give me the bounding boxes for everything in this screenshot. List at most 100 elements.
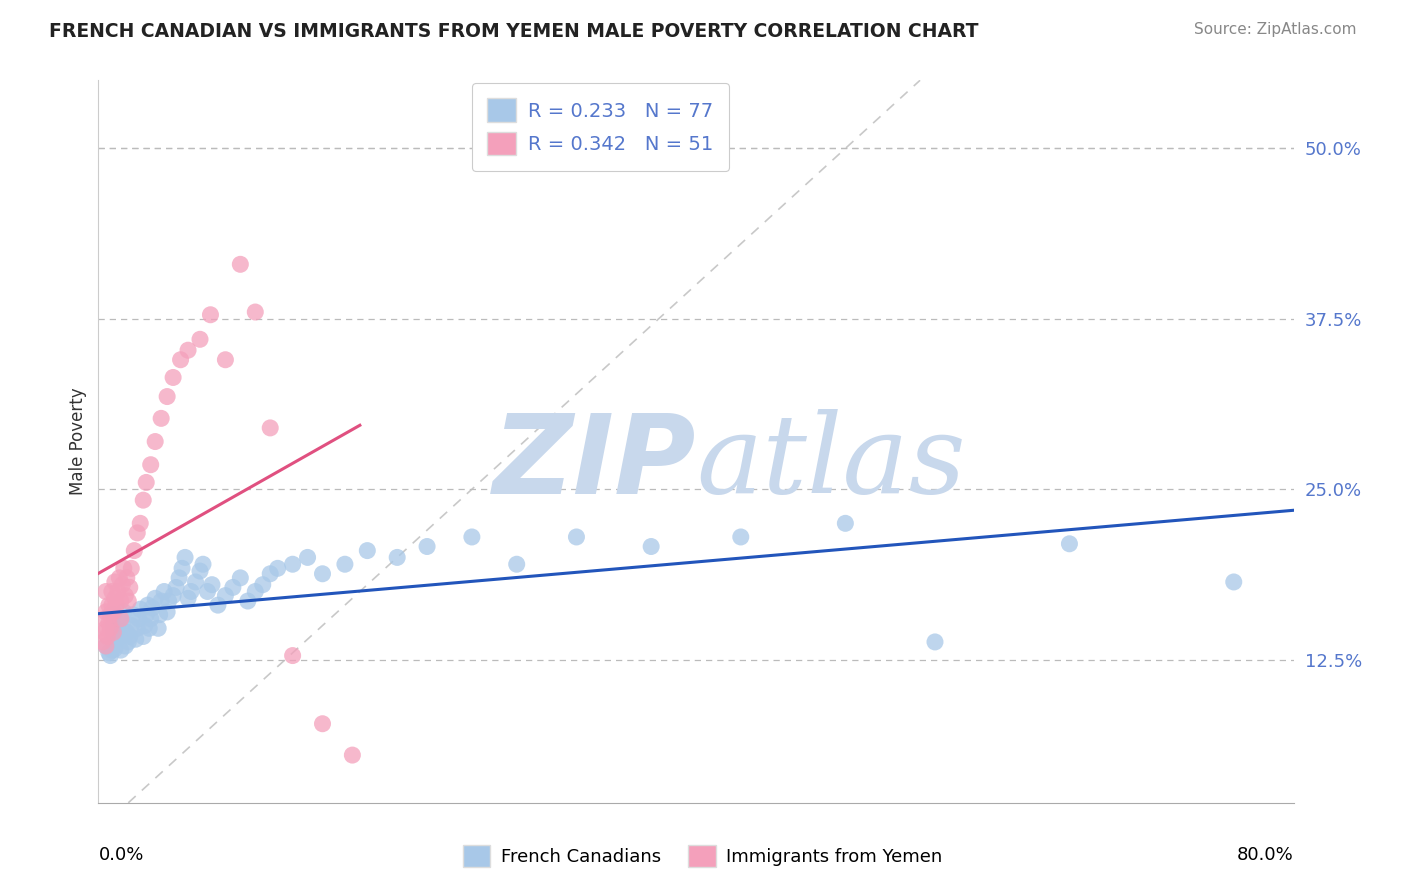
Point [101, 584, 124, 599]
Text: ZIP: ZIP [492, 409, 696, 516]
Point [156, 605, 179, 619]
Point [117, 635, 139, 649]
Point [153, 584, 176, 599]
Legend: French Canadians, Immigrants from Yemen: French Canadians, Immigrants from Yemen [456, 838, 950, 874]
Point [1223, 574, 1246, 589]
Point [191, 558, 214, 572]
Text: 0.0%: 0.0% [98, 847, 143, 864]
Point [229, 257, 252, 271]
Point [94, 621, 117, 635]
Point [924, 635, 946, 649]
Point [311, 566, 333, 581]
Point [222, 581, 245, 595]
Point [148, 621, 170, 635]
Point [111, 577, 134, 591]
Point [385, 550, 409, 565]
Point [356, 543, 378, 558]
Point [104, 591, 127, 606]
Point [141, 600, 163, 615]
Point [98, 621, 122, 635]
Point [200, 308, 222, 322]
Point [1059, 537, 1081, 551]
Point [188, 564, 211, 578]
Point [97, 646, 120, 660]
Point [252, 577, 274, 591]
Point [297, 550, 319, 565]
Point [730, 530, 752, 544]
Point [311, 716, 333, 731]
Text: Source: ZipAtlas.com: Source: ZipAtlas.com [1194, 22, 1357, 37]
Point [506, 558, 529, 572]
Point [98, 648, 122, 663]
Legend: R = 0.233   N = 77, R = 0.342   N = 51: R = 0.233 N = 77, R = 0.342 N = 51 [472, 83, 728, 171]
Point [188, 332, 211, 346]
Point [121, 607, 143, 622]
Point [162, 370, 184, 384]
Point [207, 598, 229, 612]
Point [118, 630, 141, 644]
Point [115, 625, 138, 640]
Point [107, 584, 129, 599]
Point [139, 612, 162, 626]
Point [139, 458, 162, 472]
Point [416, 540, 439, 554]
Point [125, 632, 148, 647]
Point [156, 390, 179, 404]
Point [120, 561, 142, 575]
Point [150, 411, 173, 425]
Point [104, 574, 127, 589]
Point [172, 561, 194, 575]
Point [180, 584, 202, 599]
Point [110, 612, 132, 626]
Point [127, 621, 149, 635]
Point [110, 630, 132, 644]
Point [98, 607, 122, 622]
Point [94, 605, 117, 619]
Point [97, 615, 120, 630]
Point [174, 550, 197, 565]
Point [214, 352, 236, 367]
Point [118, 581, 141, 595]
Point [103, 607, 125, 622]
Point [110, 643, 132, 657]
Text: 80.0%: 80.0% [1237, 847, 1294, 864]
Point [105, 632, 128, 647]
Point [108, 612, 131, 626]
Point [229, 571, 252, 585]
Point [101, 598, 124, 612]
Point [124, 543, 146, 558]
Point [112, 561, 135, 575]
Text: FRENCH CANADIAN VS IMMIGRANTS FROM YEMEN MALE POVERTY CORRELATION CHART: FRENCH CANADIAN VS IMMIGRANTS FROM YEMEN… [49, 22, 979, 41]
Point [834, 516, 856, 531]
Point [108, 571, 131, 585]
Point [103, 625, 125, 640]
Point [104, 641, 127, 656]
Point [201, 577, 224, 591]
Point [245, 584, 267, 599]
Point [94, 639, 117, 653]
Point [169, 352, 191, 367]
Point [105, 598, 128, 612]
Point [281, 648, 304, 663]
Point [111, 615, 134, 630]
Point [101, 643, 124, 657]
Point [640, 540, 662, 554]
Point [135, 607, 157, 622]
Point [114, 589, 136, 603]
Point [267, 561, 290, 575]
Point [162, 589, 184, 603]
Point [103, 605, 125, 619]
Point [197, 584, 219, 599]
Point [143, 434, 166, 449]
Point [461, 530, 484, 544]
Point [94, 639, 117, 653]
Point [97, 598, 120, 612]
Point [103, 625, 125, 640]
Point [259, 421, 281, 435]
Point [245, 305, 267, 319]
Point [149, 607, 172, 622]
Point [107, 621, 129, 635]
Point [177, 591, 200, 606]
Point [103, 635, 125, 649]
Point [135, 475, 157, 490]
